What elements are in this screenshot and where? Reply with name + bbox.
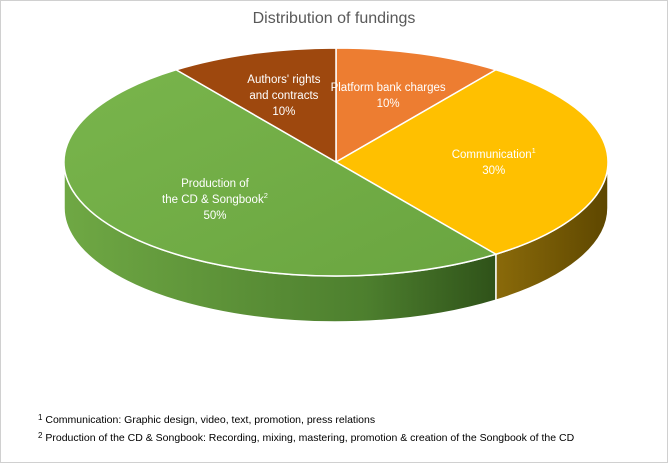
footnote-1-number: 1 <box>38 413 43 422</box>
pie-label-1-value: 30% <box>482 165 505 177</box>
pie-label-1: Communication1 30% <box>452 146 536 177</box>
footnote-2-number: 2 <box>38 431 43 440</box>
pie-label-2-text-1: the CD & Songbook2 <box>162 191 268 206</box>
pie-slice-0 <box>335 47 498 164</box>
pie-label-3-text-1: and contracts <box>249 90 318 102</box>
pie-label-0-value: 10% <box>377 98 400 110</box>
footnote-1: 1 Communication: Graphic design, video, … <box>38 410 574 428</box>
pie-slice-2 <box>63 68 498 277</box>
pie-label-2-text-0: Production of <box>181 178 250 190</box>
chart-title: Distribution of fundings <box>252 10 416 27</box>
pie-label-3-value: 10% <box>272 106 295 118</box>
pie-label-0-text-0: Platform bank charges <box>331 82 446 94</box>
footnote-2-text: Production of the CD & Songbook: Recordi… <box>45 432 575 444</box>
footnotes: 1 Communication: Graphic design, video, … <box>38 410 574 446</box>
pie-label-2-value: 50% <box>203 210 226 222</box>
pie-label-1-text-0: Communication1 <box>452 146 536 161</box>
footnote-2: 2 Production of the CD & Songbook: Recor… <box>38 428 574 446</box>
footnote-1-text: Communication: Graphic design, video, te… <box>45 414 376 426</box>
pie-slice-3 <box>174 47 337 164</box>
pie-label-0: Platform bank charges 10% <box>331 82 446 110</box>
pie-slice-1 <box>334 68 609 256</box>
pie-label-3-text-0: Authors' rights <box>247 74 320 86</box>
pie-label-3: Authors' rights and contracts 10% <box>247 74 320 118</box>
